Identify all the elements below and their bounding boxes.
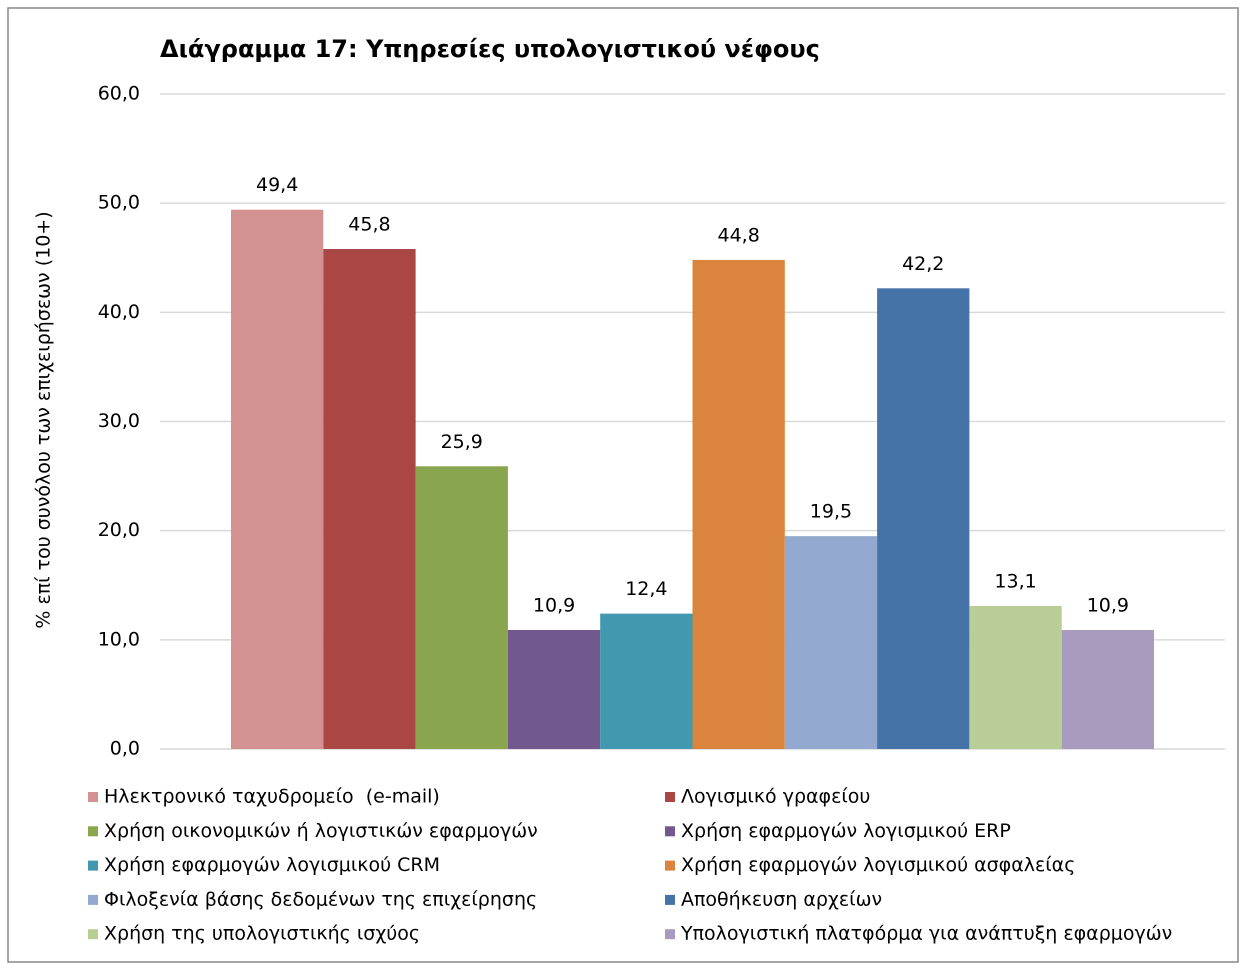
- chart-title: Διάγραμμα 17: Υπηρεσίες υπολογιστικού νέ…: [160, 35, 820, 63]
- legend-label: Χρήση οικονομικών ή λογιστικών εφαρμογών: [104, 820, 538, 842]
- legend-label: Λογισμικό γραφείου: [681, 786, 870, 808]
- legend-label: Χρήση εφαρμογών λογισμικού CRM: [104, 854, 440, 876]
- data-label: 10,9: [533, 595, 575, 617]
- y-tick-label: 60,0: [98, 83, 140, 105]
- y-tick-label: 0,0: [110, 738, 140, 760]
- y-tick-label: 10,0: [98, 628, 140, 650]
- legend-label: Φιλοξενία βάσης δεδομένων της επιχείρηση…: [104, 888, 537, 910]
- legend-swatch: [665, 894, 675, 905]
- data-label: 19,5: [810, 501, 852, 523]
- y-axis-label: % επί του συνόλου των επιχειρήσεων (10+): [33, 211, 55, 628]
- legend-swatch: [88, 860, 98, 871]
- data-label: 12,4: [625, 578, 667, 600]
- legend-swatch: [88, 792, 98, 802]
- legend-label: Χρήση εφαρμογών λογισμικού ασφαλείας: [681, 854, 1075, 876]
- data-label: 44,8: [717, 224, 759, 246]
- legend-swatch: [88, 894, 98, 905]
- chart-border: [7, 7, 1239, 963]
- y-tick-label: 30,0: [98, 410, 140, 432]
- bar: [600, 613, 693, 749]
- legend-label: Ηλεκτρονικό ταχυδρομείο (e-mail): [104, 786, 440, 808]
- bar: [784, 536, 878, 749]
- bar: [877, 288, 970, 749]
- legend-swatch: [88, 929, 98, 940]
- bar: [1061, 630, 1154, 749]
- legend-swatch: [665, 929, 675, 940]
- data-label: 49,4: [256, 174, 298, 196]
- bar: [507, 630, 601, 749]
- data-label: 42,2: [902, 253, 944, 275]
- legend-swatch: [665, 860, 675, 871]
- legend-swatch: [665, 792, 675, 802]
- data-label: 10,9: [1087, 595, 1129, 617]
- legend-swatch: [665, 826, 675, 837]
- y-tick-label: 20,0: [98, 519, 140, 541]
- bar: [323, 249, 416, 749]
- y-tick-label: 50,0: [98, 192, 140, 214]
- bar: [969, 605, 1062, 749]
- data-label: 25,9: [441, 431, 483, 453]
- y-tick-label: 40,0: [98, 301, 140, 323]
- legend-label: Αποθήκευση αρχείων: [681, 888, 882, 910]
- legend-swatch: [88, 826, 98, 837]
- data-label: 45,8: [348, 214, 390, 236]
- bar: [692, 259, 785, 749]
- bar: [415, 466, 508, 749]
- bar: [231, 209, 324, 749]
- data-label: 13,1: [994, 570, 1036, 592]
- legend-label: Χρήση της υπολογιστικής ισχύος: [104, 923, 420, 945]
- legend-label: Χρήση εφαρμογών λογισμικού ERP: [681, 820, 1011, 842]
- legend-label: Υπολογιστική πλατφόρμα για ανάπτυξη εφαρ…: [680, 923, 1172, 945]
